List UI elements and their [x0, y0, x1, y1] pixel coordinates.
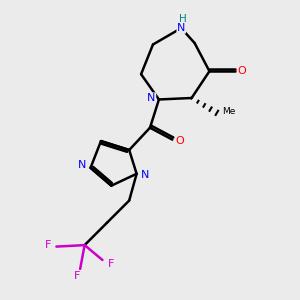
Text: F: F	[45, 240, 51, 250]
Text: O: O	[238, 66, 247, 76]
Text: O: O	[175, 136, 184, 146]
Text: N: N	[141, 170, 149, 180]
Text: F: F	[74, 271, 80, 281]
Text: H: H	[179, 14, 187, 24]
Text: N: N	[147, 93, 156, 103]
Text: N: N	[177, 23, 185, 33]
Text: N: N	[78, 160, 86, 170]
Text: F: F	[108, 260, 114, 269]
Text: Me: Me	[222, 107, 236, 116]
